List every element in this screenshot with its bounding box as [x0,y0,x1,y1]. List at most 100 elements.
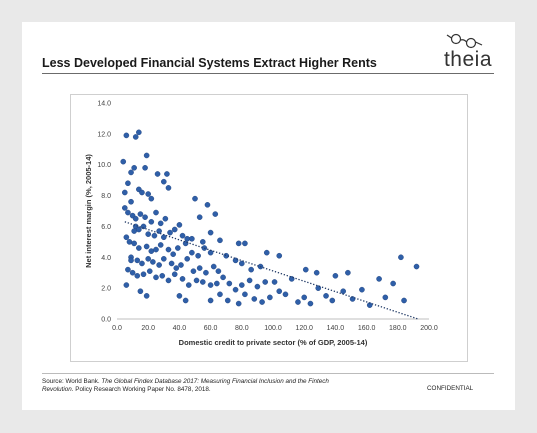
data-point [167,229,173,236]
y-tick-label: 6.0 [101,224,111,231]
data-point [217,291,223,298]
data-point [207,282,214,288]
data-point [153,246,159,253]
data-point [340,288,347,295]
data-point [238,282,245,288]
data-point [196,265,203,271]
data-point [161,178,167,185]
data-point [134,272,141,279]
data-point [145,231,151,237]
data-point [185,282,192,288]
source-title: The Global Findex Database 2017: Measuri… [42,378,329,393]
x-tick-label: 0.0 [112,325,122,332]
data-point [131,165,137,171]
y-tick-label: 0.0 [101,317,111,324]
x-tick-label: 40.0 [173,325,187,332]
data-point [271,279,278,285]
data-point [235,240,242,247]
data-point [332,272,339,279]
data-point [142,165,148,171]
data-point [153,209,159,216]
data-point [248,266,254,273]
data-point [199,279,206,285]
chart-frame: 0.0 2.0 4.0 6.0 8.0 10.0 12.0 14.0 0.0 20.0 40.0 60… [70,94,468,362]
data-point [189,249,195,256]
x-tick-label: 160.0 [358,325,376,332]
data-point [140,223,147,230]
data-point [164,171,170,177]
source-prefix: Source: World Bank. [42,378,102,385]
data-point [157,242,164,248]
data-point [238,260,245,267]
data-point [145,191,151,197]
data-point [220,274,226,281]
data-point [398,254,404,261]
data-point [302,266,309,273]
data-point [171,226,178,233]
data-point [179,232,186,239]
data-point [146,268,153,274]
x-tick-label: 120.0 [295,325,313,332]
data-point [224,297,231,304]
data-point [301,294,307,301]
x-tick-label: 140.0 [327,325,345,332]
data-point [140,271,147,278]
data-point [226,280,233,287]
source-suffix: Policy Research Working Paper No. 8478, … [73,386,211,393]
data-point [207,229,214,236]
data-point [190,268,197,274]
glasses-icon [446,33,483,49]
title-divider [42,73,494,74]
data-point [125,209,131,216]
confidential-label: CONFIDENTIAL [427,385,474,392]
data-point [136,226,142,233]
trend-line [124,221,419,320]
data-point [120,158,127,165]
x-tick-label: 100.0 [264,325,282,332]
data-point [136,129,142,136]
data-point [193,277,200,284]
data-point [176,222,183,228]
data-point [349,296,356,302]
data-point [295,299,301,305]
source-note: Source: World Bank. The Global Findex Da… [42,378,342,394]
data-point [131,240,137,247]
data-point [345,269,351,276]
data-point [151,232,158,239]
data-point [242,240,248,247]
data-point [203,269,209,276]
data-point [196,214,203,220]
data-point [165,277,172,284]
data-point [217,237,223,244]
data-point [139,260,145,267]
data-point [207,297,214,304]
data-point [136,245,142,251]
data-point [148,248,155,254]
data-point [171,271,178,278]
data-point [175,245,181,251]
data-point [148,195,155,202]
data-point [251,296,258,302]
data-point [132,215,139,222]
x-tick-label: 80.0 [235,325,249,332]
data-point [134,257,141,264]
data-point [126,239,133,245]
data-point [165,185,172,191]
data-point [165,246,172,253]
data-point [143,293,150,299]
data-point [159,272,166,279]
data-point [125,266,131,273]
data-point [263,249,270,256]
data-point [214,280,220,287]
data-point [307,300,314,307]
data-point [210,263,217,270]
data-point [276,252,283,259]
data-point [382,294,389,301]
data-point [143,152,150,159]
data-point [267,294,273,301]
data-point [145,256,151,262]
x-axis-label: Domestic credit to private sector (% of … [179,338,368,347]
logo-text: theia [443,48,493,71]
data-point [192,195,198,202]
data-point [132,134,139,140]
